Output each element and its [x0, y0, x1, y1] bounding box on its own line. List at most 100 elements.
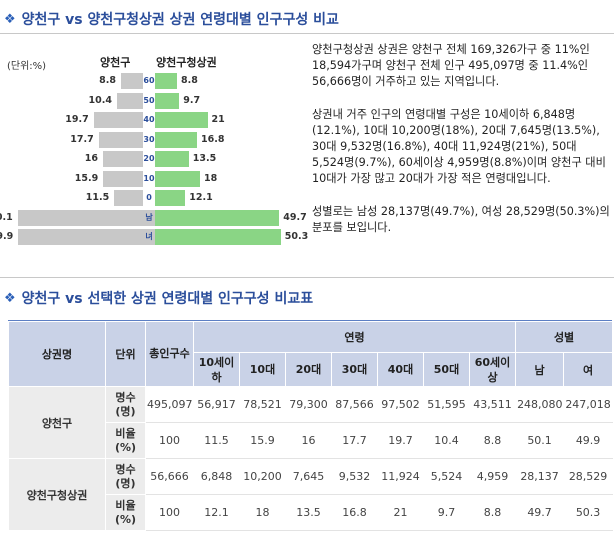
age-label: 60 [143, 76, 155, 85]
header-age-col: 60세이상 [468, 352, 517, 387]
value-cell: 17.7 [331, 422, 378, 459]
area-name-cell: 양천구청상권 [8, 458, 106, 531]
section-title-comparison: ❖ 양천구 vs 양천구청상권 상권 연령대별 인구구성 비교 [4, 9, 339, 29]
value-cell: 79,300 [285, 386, 332, 423]
left-bar [114, 190, 143, 206]
age-label: 30 [143, 134, 155, 144]
right-value-label: 8.8 [181, 75, 198, 86]
unit-cell: 명수(명) [105, 458, 146, 495]
value-cell: 87,566 [331, 386, 378, 423]
value-cell: 11.5 [193, 422, 240, 459]
value-cell: 11,924 [377, 458, 424, 495]
diamond-bullet-icon: ❖ [4, 11, 16, 27]
value-cell: 6,848 [193, 458, 240, 495]
value-cell: 9,532 [331, 458, 378, 495]
left-bar [117, 92, 143, 109]
diamond-bullet-icon: ❖ [4, 290, 16, 306]
value-cell: 56,666 [145, 458, 194, 495]
header-age-col: 50대 [423, 352, 470, 387]
right-value-label: 13.5 [192, 153, 217, 164]
value-cell: 495,097 [145, 386, 194, 423]
value-cell: 18 [239, 494, 286, 531]
right-bar [155, 112, 208, 128]
left-value-label: 50.1 [0, 211, 13, 223]
value-cell: 50.3 [563, 494, 614, 531]
description-paragraph: 상권내 거주 인구의 연령대별 구성은 10세이하 6,848명(12.1%),… [312, 107, 606, 186]
right-value-label: 18 [204, 172, 218, 184]
description-paragraph: 성별로는 남성 28,137명(49.7%), 여성 28,529명(50.3%… [312, 204, 610, 234]
left-value-label: 15.9 [74, 172, 99, 184]
value-cell: 28,529 [563, 458, 614, 495]
left-bar [17, 209, 143, 226]
section-title-text: 양천구 vs 선택한 상권 연령대별 인구구성 비교표 [21, 291, 314, 307]
value-cell: 15.9 [239, 422, 286, 459]
divider [0, 277, 614, 278]
header-age-col: 30대 [331, 352, 378, 387]
header-age-col: 10세이하 [193, 352, 240, 387]
header-sex-group: 성별 [515, 321, 614, 353]
value-cell: 8.8 [468, 494, 517, 531]
description-paragraph: 양천구청상권 상권은 양천구 전체 169,326가구 중 11%인 18,59… [312, 43, 590, 89]
value-cell: 247,018 [563, 386, 614, 423]
comparison-table: 상권명 단위 총인구수 연령 성별 10세이하 10대 20대 30대 40대 50대 60… [8, 321, 614, 531]
age-label: 50 [143, 95, 155, 105]
value-cell: 78,521 [239, 386, 286, 423]
unit-cell: 명수(명) [105, 386, 146, 423]
unit-label: (단위:%) [7, 61, 47, 72]
value-cell: 16.8 [331, 494, 378, 531]
right-value-label: 50.3 [284, 231, 309, 242]
value-cell: 21 [377, 494, 424, 531]
value-cell: 9.7 [423, 494, 470, 531]
value-cell: 49.9 [563, 422, 614, 459]
age-label: 0 [146, 193, 152, 202]
left-value-label: 8.8 [99, 75, 116, 86]
right-value-label: 16.8 [201, 133, 225, 145]
table-row: 비율(%) 100 12.1 18 13.5 16.8 21 9.7 8.8 49.7 50.3 [9, 494, 614, 531]
right-value-label: 9.7 [183, 94, 201, 106]
value-cell: 19.7 [377, 422, 424, 459]
right-bar [155, 151, 189, 167]
value-cell: 10.4 [423, 422, 470, 459]
value-cell: 56,917 [193, 386, 240, 423]
header-area-name: 상권명 [8, 321, 106, 387]
area-name-cell: 양천구 [8, 386, 106, 459]
value-cell: 28,137 [515, 458, 565, 495]
value-cell: 43,511 [468, 386, 517, 423]
right-bar [155, 229, 281, 245]
value-cell: 5,524 [423, 458, 470, 495]
unit-cell: 비율(%) [105, 422, 146, 459]
left-bar [98, 131, 143, 148]
value-cell: 8.8 [468, 422, 517, 459]
right-bar [155, 190, 186, 206]
header-sex-col: 남 [515, 352, 565, 387]
left-value-label: 19.7 [65, 114, 89, 125]
header-sex-col: 여 [563, 352, 614, 387]
pyramid-right-heading: 양천구청상권 [156, 56, 217, 69]
age-label: 녀 [143, 229, 155, 245]
left-bar [103, 151, 143, 167]
value-cell: 51,595 [423, 386, 470, 423]
left-value-label: 17.7 [70, 133, 94, 145]
right-bar [155, 209, 280, 226]
header-total-population: 총인구수 [145, 321, 194, 387]
left-bar [18, 229, 143, 245]
left-bar [103, 170, 143, 187]
value-cell: 100 [145, 494, 194, 531]
value-cell: 7,645 [285, 458, 332, 495]
value-cell: 13.5 [285, 494, 332, 531]
value-cell: 100 [145, 422, 194, 459]
right-bar [155, 92, 180, 109]
header-age-col: 40대 [377, 352, 424, 387]
table-row: 양천구청상권 명수(명) 56,666 6,848 10,200 7,645 9,532 11… [8, 458, 614, 531]
section-title-table: ❖ 양천구 vs 선택한 상권 연령대별 인구구성 비교표 [4, 288, 313, 308]
value-cell: 49.7 [515, 494, 565, 531]
value-cell: 50.1 [515, 422, 565, 459]
left-value-label: 11.5 [85, 192, 110, 203]
table-row: 양천구 명수(명) 495,097 56,917 78,521 79,300 87,566 9… [8, 386, 614, 459]
header-age-group: 연령 [192, 321, 517, 353]
left-value-label: 49.9 [0, 231, 14, 242]
age-label: 40 [143, 115, 155, 124]
right-value-label: 21 [211, 114, 225, 125]
left-bar [121, 73, 143, 89]
left-value-label: 16 [84, 153, 98, 164]
